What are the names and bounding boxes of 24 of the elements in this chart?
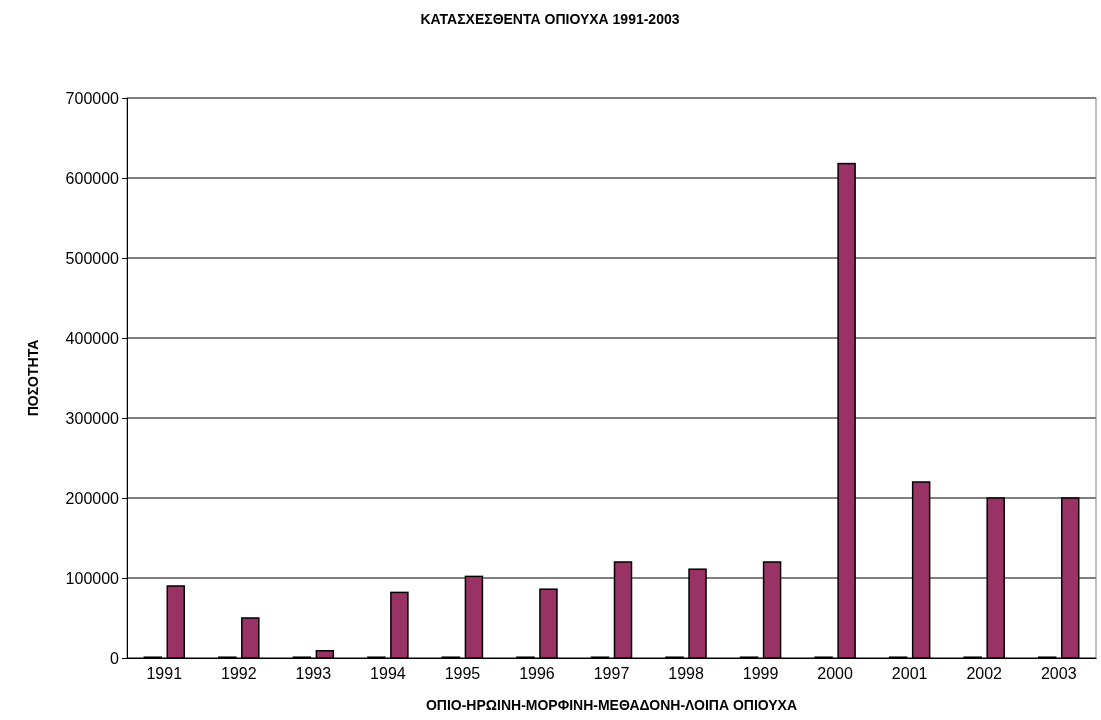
y-tick-label: 100000 — [65, 569, 120, 587]
y-tick-label: 200000 — [65, 489, 120, 507]
x-tick-label: 2002 — [966, 665, 1003, 683]
y-tick-label: 300000 — [65, 409, 120, 427]
x-tick-label: 1991 — [146, 665, 183, 683]
x-tick-label: 1999 — [742, 665, 779, 683]
y-tick-label: 600000 — [65, 169, 120, 187]
x-tick-label: 1992 — [221, 665, 257, 683]
x-tick-label: 2001 — [891, 665, 928, 683]
x-tick-label: 1994 — [370, 665, 406, 683]
y-tick-label: 400000 — [65, 329, 120, 347]
y-tick-label: 500000 — [65, 249, 120, 267]
x-tick-label: 1995 — [444, 665, 481, 683]
y-tick-label: 700000 — [65, 89, 120, 107]
x-tick-label: 1996 — [519, 665, 555, 683]
x-tick-label: 1997 — [593, 665, 630, 683]
chart-title: ΚΑΤΑΣΧΕΣΘΕΝΤΑ ΟΠΙΟΥΧΑ 1991-2003 — [420, 11, 680, 27]
x-tick-label: 1993 — [295, 665, 332, 683]
x-tick-label: 1998 — [668, 665, 704, 683]
x-tick-label: 2003 — [1040, 665, 1077, 683]
x-axis-title: ΟΠΙΟ-ΗΡΩΙΝΗ-ΜΟΡΦΙΝΗ-ΜΕΘΑΔΟΝΗ-ΛΟΙΠΑ ΟΠΙΟΥΧΑ — [425, 697, 798, 713]
x-tick-label: 2000 — [817, 665, 854, 683]
y-axis-title: ΠΟΣΟΤΗΤΑ — [25, 339, 41, 417]
y-tick-label: 0 — [110, 649, 120, 667]
